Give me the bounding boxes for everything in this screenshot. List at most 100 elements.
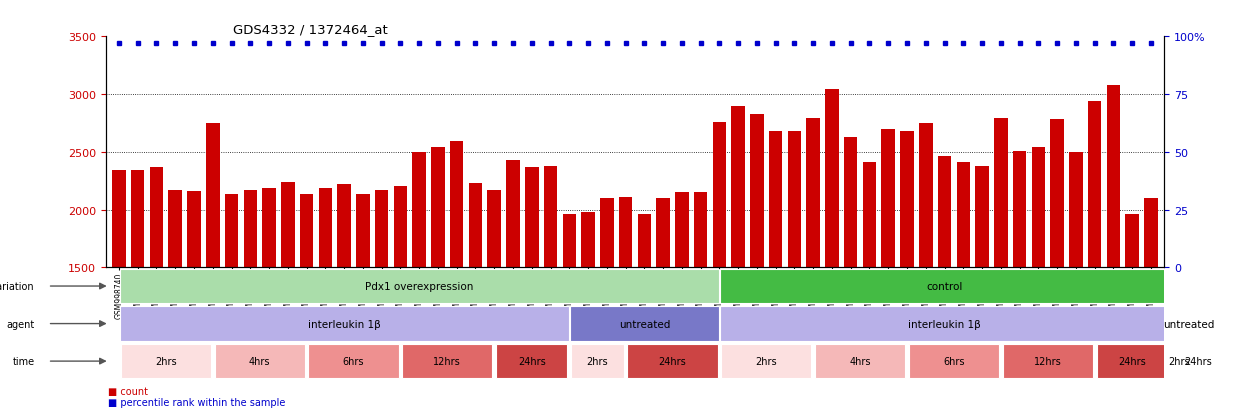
Text: time: time (12, 356, 35, 366)
Bar (131, 171, 144, 413)
Text: 12hrs: 12hrs (433, 356, 461, 366)
Text: untreated: untreated (619, 319, 670, 329)
Text: control: control (926, 281, 962, 291)
Bar (1002, 344, 1093, 378)
Text: 4hrs: 4hrs (849, 356, 870, 366)
Bar (656, 199, 670, 413)
Bar (1051, 120, 1064, 413)
Bar (225, 195, 238, 413)
Text: agent: agent (6, 319, 35, 329)
Bar (581, 212, 595, 413)
Bar (1013, 151, 1026, 413)
Bar (570, 306, 718, 341)
Bar (720, 269, 1169, 304)
Bar (675, 193, 688, 413)
Text: 2hrs: 2hrs (1168, 356, 1190, 366)
Bar (496, 344, 568, 378)
Bar (375, 190, 388, 413)
Text: untreated: untreated (1163, 319, 1214, 329)
Bar (844, 138, 858, 413)
Text: 2hrs: 2hrs (586, 356, 609, 366)
Text: 4hrs: 4hrs (249, 356, 270, 366)
Bar (402, 344, 492, 378)
Bar (205, 123, 219, 413)
Bar (900, 132, 914, 413)
Bar (149, 167, 163, 413)
Bar (1097, 344, 1168, 378)
Bar (281, 183, 295, 413)
Bar (937, 157, 951, 413)
Bar (788, 132, 802, 413)
Bar (909, 344, 998, 378)
Bar (507, 161, 519, 413)
Bar (168, 190, 182, 413)
Bar (214, 344, 305, 378)
Bar (863, 163, 876, 413)
Text: ■ percentile rank within the sample: ■ percentile rank within the sample (108, 397, 285, 407)
Bar (627, 344, 717, 378)
Text: 2hrs: 2hrs (156, 356, 177, 366)
Bar (751, 114, 763, 413)
Bar (720, 306, 1169, 341)
Bar (468, 183, 482, 413)
Text: 24hrs: 24hrs (1118, 356, 1147, 366)
Bar (731, 106, 745, 413)
Text: interleukin 1β: interleukin 1β (908, 319, 981, 329)
Bar (121, 344, 210, 378)
Bar (120, 269, 718, 304)
Bar (1190, 344, 1205, 378)
Bar (1144, 199, 1158, 413)
Bar (1107, 85, 1120, 413)
Text: ■ count: ■ count (108, 386, 148, 396)
Text: Pdx1 overexpression: Pdx1 overexpression (365, 281, 473, 291)
Text: 6hrs: 6hrs (342, 356, 365, 366)
Bar (1069, 152, 1083, 413)
Text: interleukin 1β: interleukin 1β (308, 319, 381, 329)
Bar (319, 188, 332, 413)
Bar (769, 132, 782, 413)
Bar (1125, 215, 1139, 413)
Bar (919, 123, 933, 413)
Bar (337, 185, 351, 413)
Bar (1172, 344, 1186, 378)
Bar (881, 129, 895, 413)
Text: 2hrs: 2hrs (756, 356, 777, 366)
Text: GDS4332 / 1372464_at: GDS4332 / 1372464_at (233, 23, 387, 36)
Bar (1032, 148, 1045, 413)
Bar (412, 152, 426, 413)
Bar (300, 195, 314, 413)
Bar (807, 119, 820, 413)
Bar (994, 119, 1007, 413)
Bar (263, 188, 276, 413)
Bar (600, 199, 614, 413)
Bar (619, 197, 632, 413)
Text: 12hrs: 12hrs (1033, 356, 1062, 366)
Bar (120, 306, 569, 341)
Bar (393, 187, 407, 413)
Bar (563, 215, 576, 413)
Bar (815, 344, 905, 378)
Bar (431, 148, 444, 413)
Text: 24hrs: 24hrs (1184, 356, 1211, 366)
Bar (1088, 102, 1102, 413)
Bar (571, 344, 624, 378)
Bar (449, 142, 463, 413)
Bar (712, 122, 726, 413)
Bar (825, 90, 839, 413)
Bar (544, 166, 558, 413)
Bar (244, 190, 256, 413)
Bar (187, 192, 200, 413)
Bar (488, 190, 500, 413)
Text: 24hrs: 24hrs (518, 356, 545, 366)
Bar (956, 163, 970, 413)
Bar (721, 344, 812, 378)
Bar (1170, 306, 1206, 341)
Bar (309, 344, 398, 378)
Bar (112, 171, 126, 413)
Text: genotype/variation: genotype/variation (0, 281, 35, 291)
Bar (637, 215, 651, 413)
Bar (975, 166, 989, 413)
Text: 6hrs: 6hrs (944, 356, 965, 366)
Bar (525, 167, 539, 413)
Bar (356, 195, 370, 413)
